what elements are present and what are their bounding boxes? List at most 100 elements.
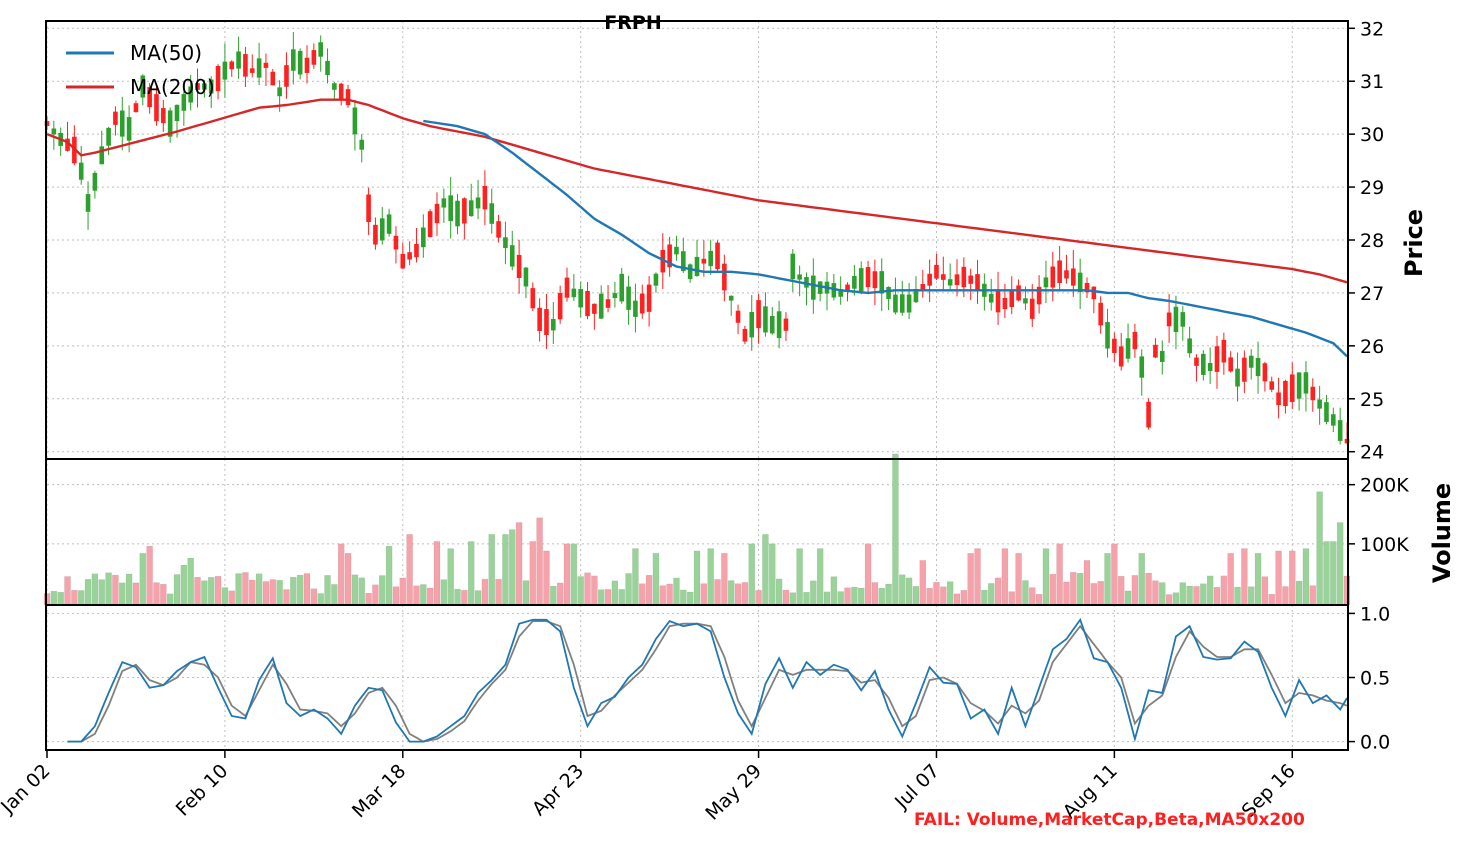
volume-bar (1117, 576, 1125, 606)
price-tick-label: 24 (1360, 442, 1384, 464)
candle-body (421, 227, 426, 248)
volume-bar (686, 591, 694, 606)
candle-body (1324, 402, 1329, 422)
volume-bar (303, 573, 311, 606)
volume-bar (426, 587, 434, 606)
volume-bar (994, 577, 1002, 606)
candle-body (1214, 346, 1220, 372)
candle-body (1139, 356, 1145, 378)
volume-bar (1220, 575, 1228, 606)
volume-bar (769, 543, 776, 606)
volume-bar (310, 588, 318, 606)
volume-bar (365, 592, 372, 606)
volume-bar (1295, 580, 1303, 606)
volume-bar (454, 588, 461, 606)
volume-bar (1330, 541, 1337, 606)
candle-body (947, 279, 953, 286)
candle-body (1235, 368, 1240, 387)
candle-body (51, 128, 57, 135)
candle-body (1118, 346, 1124, 367)
volume-bar (1227, 553, 1234, 606)
candle-body (1002, 297, 1008, 310)
candle-body (1016, 285, 1021, 301)
volume-bar (406, 534, 413, 606)
candle-body (961, 266, 967, 288)
volume-bar (1152, 580, 1159, 606)
candle-body (1262, 363, 1268, 382)
candle-body (708, 250, 713, 267)
volume-bar (659, 585, 667, 606)
legend: MA(50) MA(200) (66, 41, 215, 99)
volume-bar (775, 578, 783, 606)
candle-body (208, 79, 214, 94)
candle-body (1029, 298, 1035, 319)
candle-body (188, 86, 193, 103)
candle-body (612, 293, 618, 299)
volume-bar (467, 541, 475, 606)
volume-bar (789, 592, 797, 606)
price-tick-label: 31 (1360, 71, 1384, 93)
candle-body (338, 83, 344, 100)
volume-bar (1049, 573, 1057, 606)
candle-body (1228, 357, 1233, 372)
candle-body (790, 253, 796, 280)
volume-bar (844, 587, 851, 606)
volume-axis-ticks: 100K 200K (1348, 475, 1409, 556)
volume-bar (536, 517, 543, 606)
candle-body (1331, 414, 1336, 426)
volume-bar (556, 582, 564, 606)
candle-body (728, 295, 734, 301)
price-tick-label: 30 (1360, 124, 1384, 146)
candle-body (1289, 374, 1295, 402)
candle-body (557, 293, 563, 320)
volume-bar (337, 543, 345, 606)
candle-body (85, 194, 91, 212)
volume-bar (207, 577, 215, 606)
volume-bar (214, 576, 222, 606)
candle-body (161, 108, 166, 124)
volume-bar (1275, 550, 1282, 606)
candle-body (99, 146, 105, 165)
candle-body (653, 273, 659, 286)
date-tick-label: Jul 07 (890, 760, 944, 814)
candle-body (1146, 401, 1151, 428)
volume-bar (1323, 541, 1330, 606)
candle-body (879, 271, 885, 294)
candle-body (681, 251, 686, 272)
volume-bar (885, 583, 892, 606)
volume-bar (810, 580, 817, 606)
candle-body (893, 294, 898, 313)
volume-bar (1213, 587, 1221, 606)
candle-body (633, 300, 638, 317)
candle-body (763, 306, 768, 333)
candle-body (222, 61, 228, 80)
candle-body (1207, 362, 1213, 372)
oscillator-axis-ticks: 0.0 0.5 1.0 (1348, 603, 1390, 754)
candle-body (544, 309, 549, 335)
volume-bar (358, 577, 365, 606)
volume-bar (946, 581, 954, 606)
chart-title: FRPH (604, 12, 661, 34)
candle-body (858, 268, 864, 292)
candle-body (270, 71, 276, 86)
volume-bar (283, 589, 290, 606)
candle-body (571, 288, 577, 298)
price-grid (46, 21, 1347, 459)
candle-body (639, 293, 645, 314)
date-tick-label: Apr 23 (528, 760, 588, 820)
price-tick-label: 32 (1360, 18, 1384, 40)
volume-bar (960, 590, 968, 606)
volume-bar (967, 553, 974, 606)
candle-body (1180, 312, 1186, 327)
stochastic-k-line (67, 617, 1348, 743)
volume-bar (440, 579, 448, 606)
candle-body (1276, 392, 1281, 406)
price-tick-label: 25 (1360, 389, 1384, 411)
volume-bar (584, 572, 591, 606)
candle-body (154, 94, 159, 122)
candle-body (414, 243, 419, 258)
volume-bar (741, 582, 749, 606)
volume-bar (1179, 582, 1187, 606)
candle-body (195, 83, 200, 90)
volume-bar (693, 550, 701, 606)
